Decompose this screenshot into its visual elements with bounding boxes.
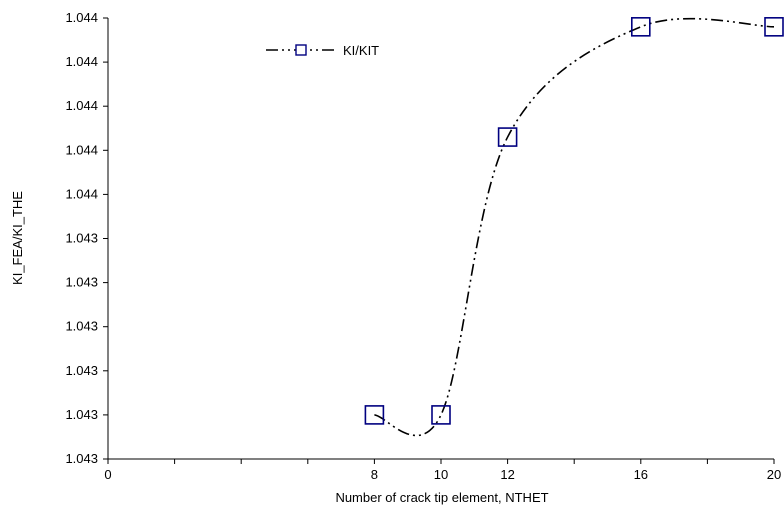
x-tick-label: 20 xyxy=(767,467,781,482)
y-tick-label: 1.044 xyxy=(65,54,98,69)
y-tick-label: 1.043 xyxy=(65,319,98,334)
y-tick-label: 1.043 xyxy=(65,363,98,378)
x-tick-label: 8 xyxy=(371,467,378,482)
x-ticks: 0 8 10 12 16 20 xyxy=(104,459,781,482)
y-tick-label: 1.043 xyxy=(65,451,98,466)
y-tick-label: 1.043 xyxy=(65,275,98,290)
x-tick-label: 12 xyxy=(500,467,514,482)
y-tick-label: 1.044 xyxy=(65,10,98,25)
x-axis-label: Number of crack tip element, NTHET xyxy=(335,490,548,505)
y-tick-label: 1.044 xyxy=(65,142,98,157)
y-tick-label: 1.044 xyxy=(65,98,98,113)
data-point-marker xyxy=(764,17,784,37)
data-point-marker xyxy=(364,405,385,425)
legend-label: KI/KIT xyxy=(343,43,379,58)
series-line xyxy=(374,17,775,437)
y-tick-label: 1.043 xyxy=(65,231,98,246)
data-point-marker xyxy=(497,127,518,147)
axes xyxy=(107,18,774,460)
data-point-marker xyxy=(431,405,451,425)
legend-marker xyxy=(295,44,307,56)
legend: KI/KIT xyxy=(266,43,379,58)
data-point-marker xyxy=(630,17,651,37)
x-tick-label: 10 xyxy=(434,467,448,482)
y-ticks: 1.043 1.043 1.043 1.043 1.043 1.043 1.044 1.044… xyxy=(65,10,108,466)
x-tick-label: 16 xyxy=(634,467,648,482)
series-group xyxy=(364,17,784,437)
y-tick-label: 1.044 xyxy=(65,186,98,201)
y-axis-label: KI_FEA/KI_THE xyxy=(10,191,25,285)
x-tick-label: 0 xyxy=(104,467,111,482)
y-tick-label: 1.043 xyxy=(65,407,98,422)
